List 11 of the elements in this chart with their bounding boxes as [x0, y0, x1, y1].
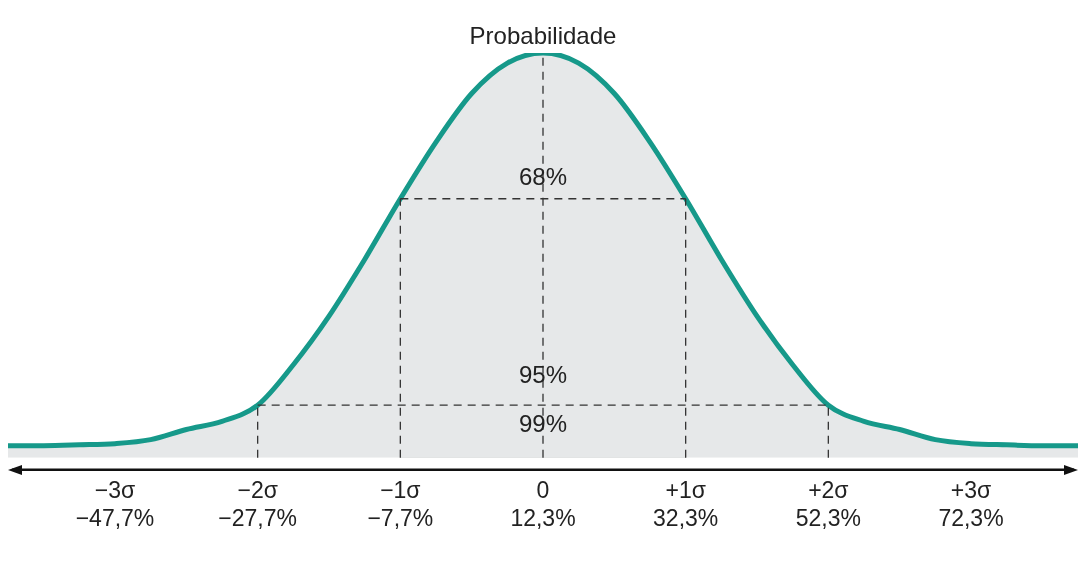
x-tick-label: −1σ −7,7% — [367, 476, 434, 531]
y-axis-title: Probabilidade — [469, 21, 617, 49]
x-tick-label: 0 12,3% — [510, 476, 576, 531]
x-tick-label: +3σ 72,3% — [938, 476, 1004, 531]
x-tick-label: −3σ −47,7% — [75, 476, 155, 531]
annotation: 95% — [518, 361, 568, 389]
annotation: 99% — [518, 410, 568, 438]
x-tick-label: +2σ 52,3% — [795, 476, 861, 531]
annotation: 68% — [518, 163, 568, 191]
x-tick-label: +1σ 32,3% — [653, 476, 719, 531]
x-tick-label: −2σ −27,7% — [218, 476, 297, 531]
